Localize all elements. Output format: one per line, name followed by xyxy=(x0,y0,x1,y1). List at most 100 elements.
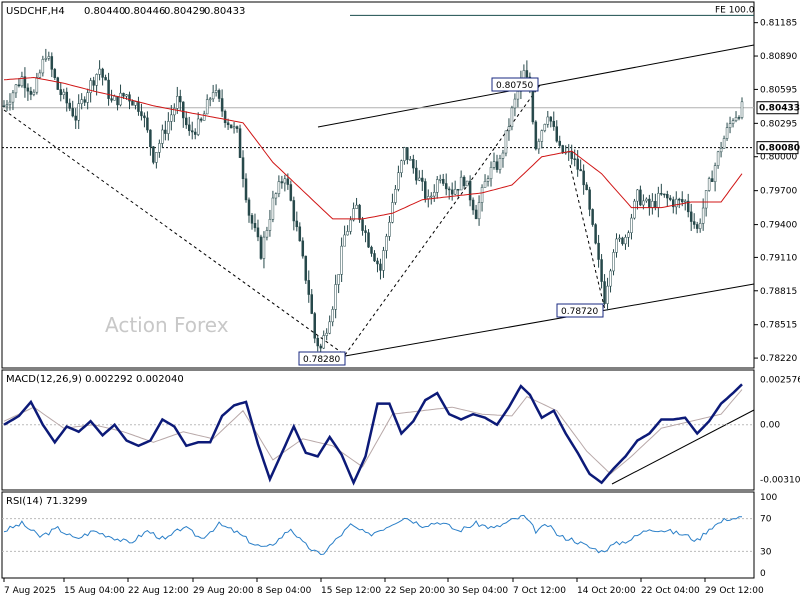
candle-body xyxy=(125,94,128,97)
candle-body xyxy=(370,246,373,254)
candle-body xyxy=(59,89,63,95)
rsi-pane xyxy=(1,491,755,579)
candle-body xyxy=(274,193,278,199)
candle-body xyxy=(388,222,391,237)
candle-body xyxy=(119,92,122,106)
candle-body xyxy=(367,232,370,248)
candle-body xyxy=(498,158,502,170)
candle-body xyxy=(152,146,155,163)
candle-body xyxy=(38,72,42,78)
candle-body xyxy=(415,167,418,181)
swing-label-box xyxy=(491,77,539,92)
candle-body xyxy=(292,200,296,222)
candle-body xyxy=(20,76,24,87)
candle-body xyxy=(576,158,579,170)
candle-body xyxy=(570,151,573,159)
candle-body xyxy=(271,197,275,220)
candle-body xyxy=(591,209,594,225)
candle-body xyxy=(104,77,107,81)
candle-body xyxy=(698,223,702,229)
candle-body xyxy=(328,321,331,334)
candle-body xyxy=(101,68,104,78)
candle-body xyxy=(534,121,538,150)
price-label-text: 0.80080 xyxy=(759,144,800,154)
candle-body xyxy=(182,101,185,119)
candle-body xyxy=(678,198,681,201)
candle-body xyxy=(689,211,693,222)
candle-body xyxy=(50,56,54,70)
candle-body xyxy=(23,76,27,89)
candle-body xyxy=(158,143,161,153)
candle-body xyxy=(486,178,490,182)
candle-body xyxy=(74,115,77,121)
candle-body xyxy=(65,91,68,104)
candle-body xyxy=(8,101,12,105)
candle-body xyxy=(507,126,511,132)
candle-body xyxy=(131,100,134,106)
candle-body xyxy=(68,102,71,109)
candle-body xyxy=(675,198,678,208)
candle-body xyxy=(492,161,496,168)
candle-body xyxy=(86,92,89,103)
candle-body xyxy=(185,117,188,126)
candle-body xyxy=(173,108,176,116)
ohlc-close: 0.80433 xyxy=(204,6,245,17)
candle-body xyxy=(379,263,382,271)
price-tick-label: 0.80595 xyxy=(760,85,797,95)
watermark: Action Forex xyxy=(105,313,229,337)
macd-tick-label: -0.003107 xyxy=(760,475,800,485)
candle-body xyxy=(615,238,618,253)
candle-body xyxy=(546,116,550,125)
candle-body xyxy=(149,129,152,147)
price-pane xyxy=(1,1,755,369)
candle-body xyxy=(170,114,173,122)
candle-body xyxy=(477,202,481,220)
candle-body xyxy=(196,118,200,135)
candle-body xyxy=(669,197,672,200)
rsi-tick-label: 0 xyxy=(760,569,766,579)
candle-body xyxy=(459,176,463,191)
swing-label-box xyxy=(298,351,346,366)
candle-body xyxy=(286,178,290,185)
candle-body xyxy=(199,118,203,121)
fe-label: FE 100.0 xyxy=(715,5,755,15)
candle-body xyxy=(325,332,328,336)
candle-body xyxy=(80,99,83,104)
candle-body xyxy=(731,120,735,124)
macd-tick-label: 0.00 xyxy=(760,421,780,431)
price-label-text: 0.80433 xyxy=(759,104,800,114)
candle-body xyxy=(510,107,514,127)
candle-body xyxy=(642,200,645,206)
rsi-tick-label: 70 xyxy=(760,515,772,525)
candle-body xyxy=(633,200,636,219)
candle-body xyxy=(310,294,313,314)
candle-body xyxy=(683,200,687,203)
candle-body xyxy=(268,219,272,231)
candle-body xyxy=(193,131,197,135)
candle-body xyxy=(624,237,627,245)
price-tick-label: 0.80890 xyxy=(760,52,797,62)
candle-body xyxy=(2,105,6,108)
candle-body xyxy=(465,180,469,187)
candle-body xyxy=(361,219,364,231)
macd-main-line xyxy=(3,383,743,486)
candle-body xyxy=(462,176,466,187)
candle-body xyxy=(725,127,729,139)
candle-body xyxy=(435,179,439,193)
rsi-series-line xyxy=(3,514,742,556)
candle-body xyxy=(265,230,269,238)
candle-body xyxy=(17,84,21,87)
candle-body xyxy=(639,189,642,206)
time-tick-label: 7 Oct 12:00 xyxy=(513,586,566,596)
candle-body xyxy=(77,103,80,121)
candle-body xyxy=(597,242,600,260)
candle-body xyxy=(394,189,397,203)
candle-body xyxy=(660,193,663,195)
candle-body xyxy=(277,181,281,194)
candle-body xyxy=(438,178,442,181)
candle-body xyxy=(32,91,36,95)
candle-body xyxy=(579,169,582,172)
candle-body xyxy=(134,101,137,106)
candle-body xyxy=(722,138,726,149)
candle-body xyxy=(307,280,311,295)
